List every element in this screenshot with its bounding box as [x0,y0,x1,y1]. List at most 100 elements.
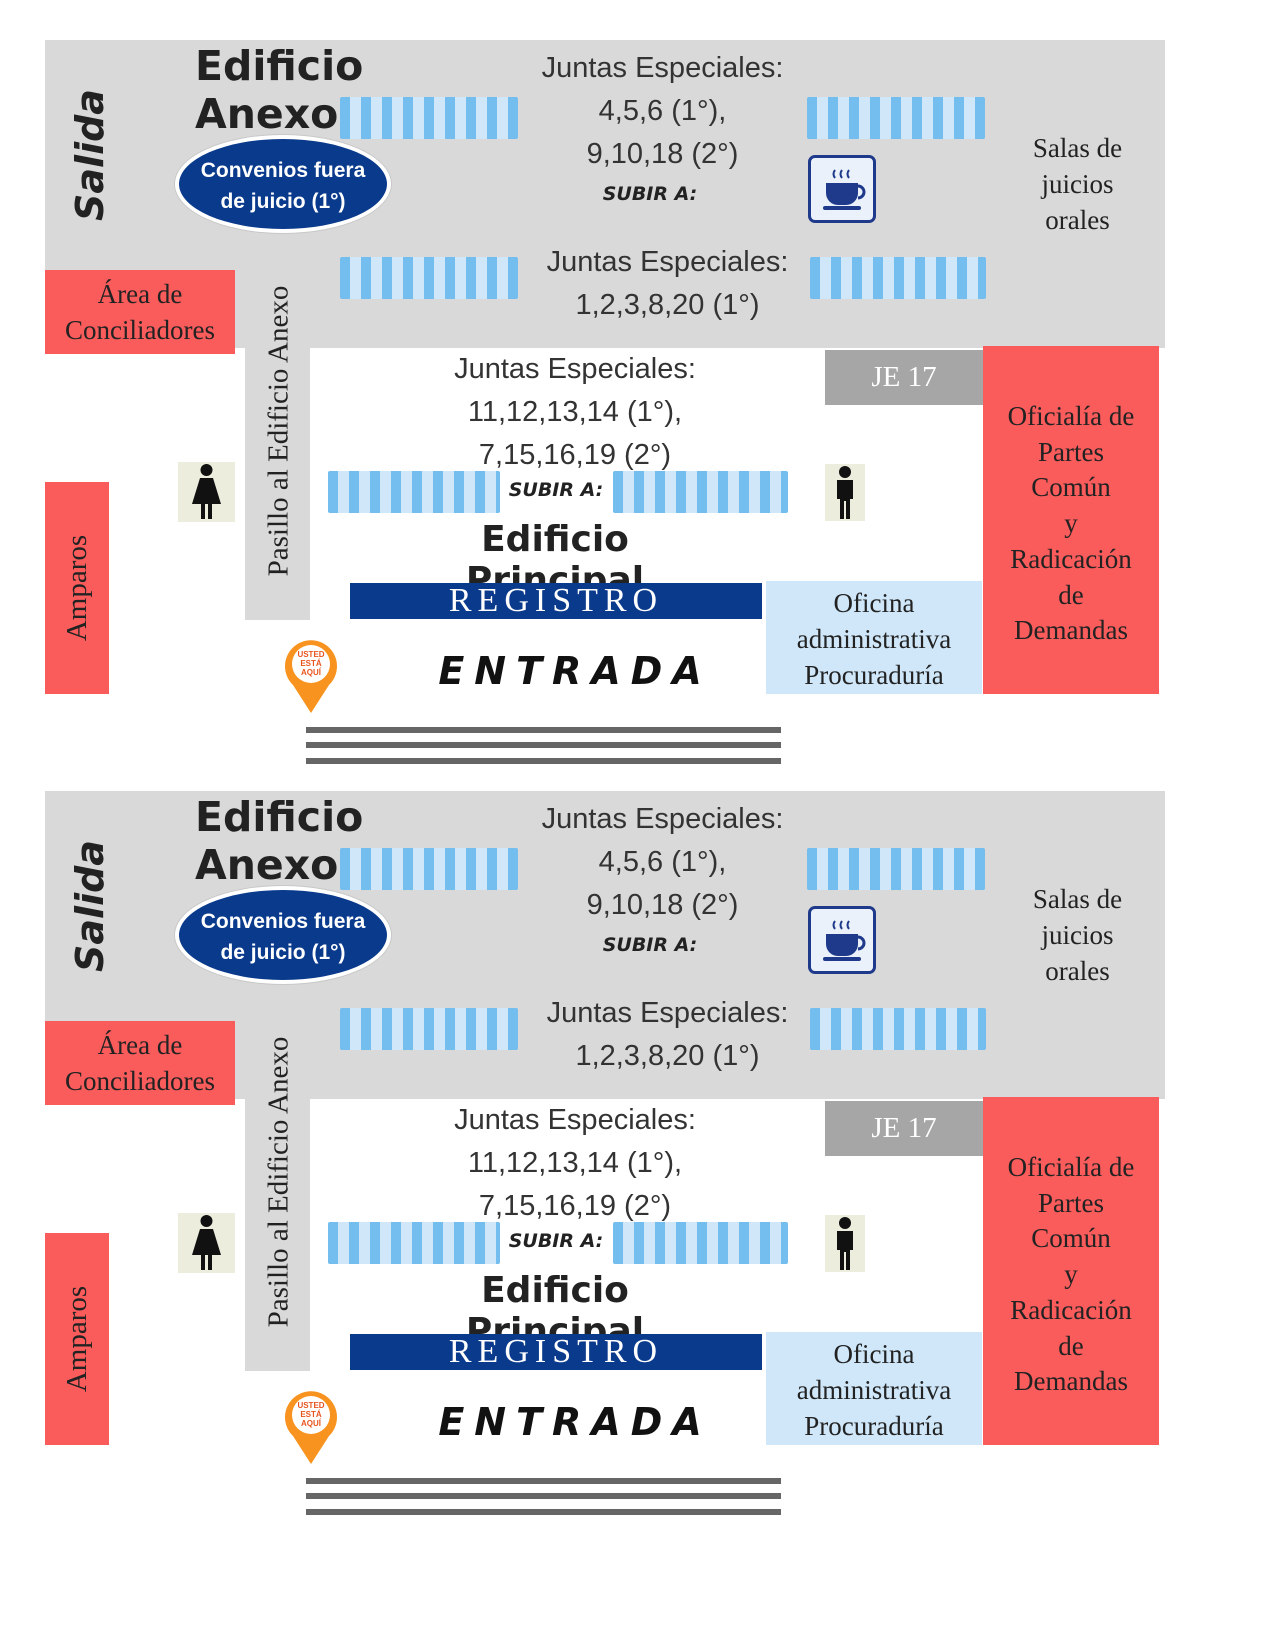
you-are-here-pin-icon: USTED ESTÁ AQUÍ [283,1388,339,1466]
stairs-main-right [613,1222,788,1264]
oral-trials-rooms: Salas de juicios orales [995,130,1160,238]
juntas-main-text: Juntas Especiales: 11,12,13,14 (1°), 7,1… [430,348,720,477]
juntas-mid-line-1: Juntas Especiales: [546,246,789,278]
annex-hallway-label: Pasillo al Edificio Anexo [262,1036,295,1328]
common-filing-office: Oficialía de Partes Común y Radicación d… [983,346,1159,694]
stairs-main-left [328,1222,500,1264]
conciliators-line-2: Conciliadores [65,1066,215,1096]
annex-hallway [245,1091,310,1371]
annex-building-title: Edificio Anexo [195,793,364,889]
agreements-line-2: de juicio (1°) [220,941,346,964]
oral-trials-line-2: juicios [1041,920,1114,950]
oral-trials-line-1: Salas de [1032,884,1123,914]
juntas-top-line-2: 4,5,6 (1°), [598,95,727,127]
entrance-steps [306,727,781,767]
amparos-area: Amparos [45,1233,109,1445]
pin-line-1: USTED [297,650,324,659]
filing-line-4: y [1064,508,1078,539]
filing-line-4: y [1064,1259,1078,1290]
filing-line-7: Demandas [1014,1366,1128,1397]
juntas-top-text: Juntas Especiales: 4,5,6 (1°), 9,10,18 (… [520,798,805,927]
filing-line-1: Oficialía de [1007,1152,1135,1182]
go-up-main-label: SUBIR A: [508,1230,604,1252]
common-filing-office: Oficialía de Partes Común y Radicación d… [983,1097,1159,1445]
stairs-top-left [340,848,518,890]
admin-office-line-2: administrativa [796,624,952,654]
admin-office-line-1: Oficina [833,1339,915,1369]
coffee-cup-icon [808,155,876,223]
exit-label-box: Salida [45,70,135,240]
oral-trials-rooms: Salas de juicios orales [995,881,1160,989]
filing-line-6: de [1058,579,1084,610]
juntas-mid-line-2: 1,2,3,8,20 (1°) [575,289,760,321]
stairs-mid-left [340,1008,518,1050]
filing-line-5: Radicación [1010,543,1132,574]
oral-trials-line-3: orales [1045,205,1110,235]
juntas-main-line-3: 7,15,16,19 (2°) [478,1190,672,1222]
amparos-area: Amparos [45,482,109,694]
womens-restroom-icon [178,462,235,522]
conciliators-area: Área de Conciliadores [45,270,235,354]
admin-office-line-3: Procuraduría [804,660,944,690]
juntas-main-text: Juntas Especiales: 11,12,13,14 (1°), 7,1… [430,1099,720,1228]
pin-line-3: AQUÍ [301,668,322,677]
annex-building-title: Edificio Anexo [195,42,364,138]
oral-trials-line-3: orales [1045,956,1110,986]
juntas-main-line-3: 7,15,16,19 (2°) [478,439,672,471]
stairs-top-right [807,848,985,890]
juntas-mid-text: Juntas Especiales: 1,2,3,8,20 (1°) [525,241,810,327]
stairs-mid-left [340,257,518,299]
juntas-mid-line-2: 1,2,3,8,20 (1°) [575,1040,760,1072]
administrative-office: Oficina administrativa Procuraduría [766,581,982,694]
juntas-top-line-1: Juntas Especiales: [541,803,784,835]
pin-line-2: ESTÁ [300,659,322,668]
pin-line-3: AQUÍ [301,1419,322,1428]
je17-room: JE 17 [825,1101,983,1156]
go-up-label: SUBIR A: [602,934,698,956]
stairs-main-left [328,471,500,513]
filing-line-6: de [1058,1330,1084,1361]
filing-line-3: Común [1031,1223,1111,1254]
admin-office-line-2: administrativa [796,1375,952,1405]
agreements-office: Convenios fuera de juicio (1°) [175,886,391,984]
you-are-here-pin-icon: USTED ESTÁ AQUÍ [283,637,339,715]
floor-map-1: Salida Edificio Anexo Juntas Especiales:… [0,0,1275,790]
pin-line-2: ESTÁ [300,1410,322,1419]
juntas-top-text: Juntas Especiales: 4,5,6 (1°), 9,10,18 (… [520,47,805,176]
filing-line-1: Oficialía de [1007,401,1135,431]
entrance-label: ENTRADA [438,1400,712,1444]
floor-map-2: Salida Edificio Anexo Juntas Especiales:… [0,751,1275,1541]
exit-label: Salida [68,840,112,972]
juntas-mid-line-1: Juntas Especiales: [546,997,789,1029]
annex-hallway-label: Pasillo al Edificio Anexo [262,285,295,577]
go-up-main-label: SUBIR A: [508,479,604,501]
exit-label-box: Salida [45,821,135,991]
conciliators-line-2: Conciliadores [65,315,215,345]
mens-restroom-icon [825,464,865,521]
entrance-label: ENTRADA [438,649,712,693]
amparos-label: Amparos [61,1285,93,1393]
womens-restroom-icon [178,1213,235,1273]
filing-line-2: Partes [1038,1187,1104,1218]
admin-office-line-3: Procuraduría [804,1411,944,1441]
pin-line-1: USTED [297,1401,324,1410]
entrance-steps [306,1478,781,1518]
agreements-line-1: Convenios fuera [200,159,366,182]
annex-hallway [245,340,310,620]
exit-label: Salida [68,89,112,221]
admin-office-line-1: Oficina [833,588,915,618]
amparos-label: Amparos [61,534,93,642]
oral-trials-line-1: Salas de [1032,133,1123,163]
coffee-cup-icon [808,906,876,974]
oral-trials-line-2: juicios [1041,169,1114,199]
stairs-mid-right [810,257,986,299]
conciliators-line-1: Área de [97,1030,183,1060]
juntas-mid-text: Juntas Especiales: 1,2,3,8,20 (1°) [525,992,810,1078]
juntas-main-line-2: 11,12,13,14 (1°), [467,1147,683,1179]
stairs-top-left [340,97,518,139]
juntas-top-line-2: 4,5,6 (1°), [598,846,727,878]
conciliators-line-1: Área de [97,279,183,309]
juntas-top-line-3: 9,10,18 (2°) [586,138,739,170]
registry-desk: REGISTRO [350,1334,762,1370]
agreements-line-2: de juicio (1°) [220,190,346,213]
